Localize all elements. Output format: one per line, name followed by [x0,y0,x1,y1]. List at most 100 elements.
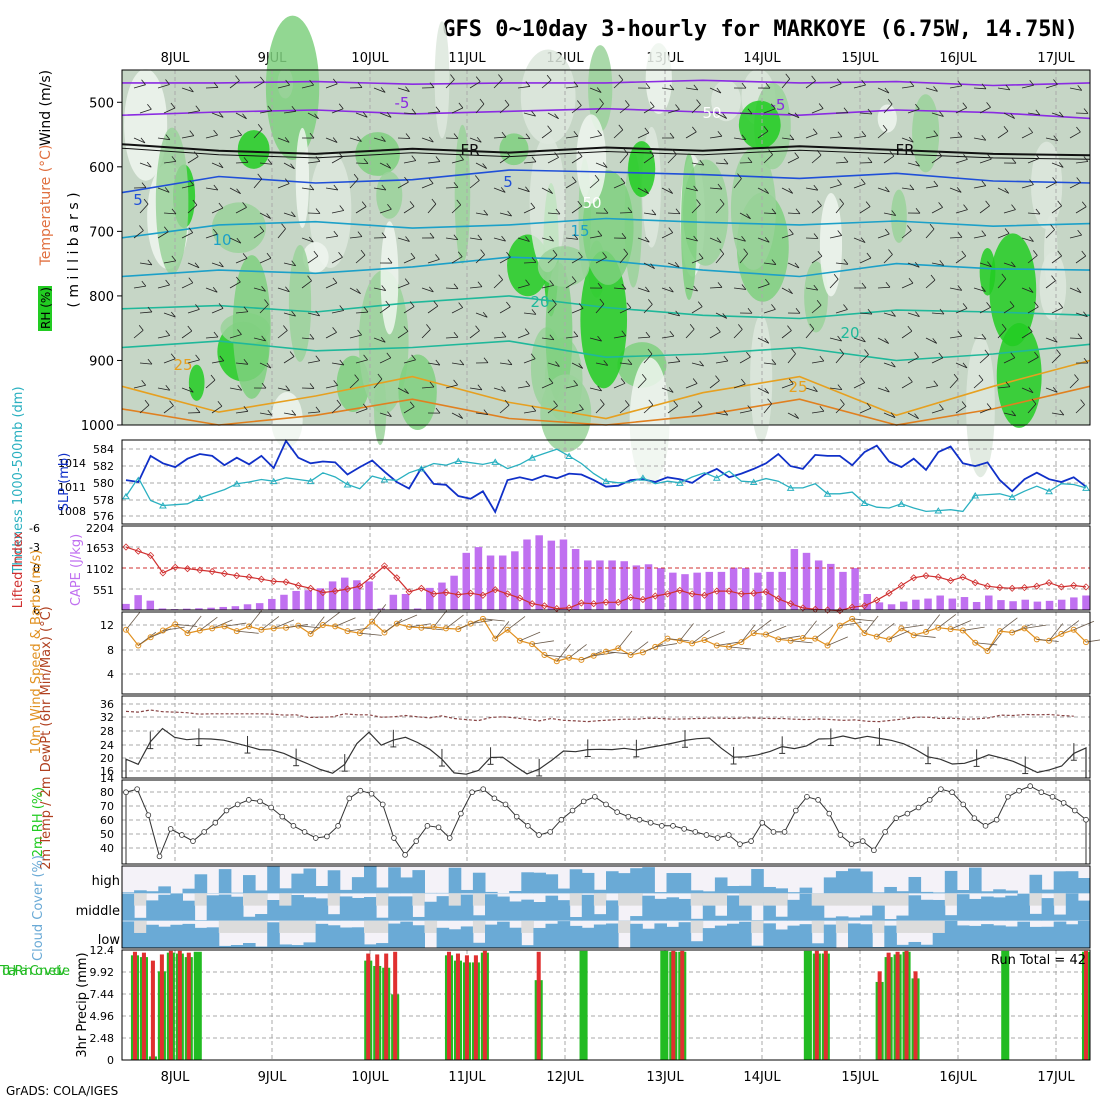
wind-barb-10m [433,609,448,628]
wind-speed-marker [947,626,954,633]
wind-barb-flag [405,86,410,92]
wind-barb-flag [599,98,604,104]
wind-barb [397,387,409,394]
wind-barb [373,337,386,343]
wind-barb-flag [675,310,680,317]
wind-barb-10m [236,630,259,634]
wind-barb-flag [146,161,152,168]
wind-speed-marker [935,624,942,631]
isotherm-line [121,217,1091,239]
wind-barb-flag [243,406,249,412]
wind-speed-marker [750,630,757,637]
wind-barb-flag [188,227,194,233]
wind-barb-flag [914,413,919,419]
cloud-cell [339,927,353,948]
wind-speed-marker [578,656,585,663]
cloud-cell [593,889,607,894]
cloud-cell [1065,893,1079,921]
rh-marker [603,801,609,808]
run-total-label: Run Total = 42 [991,953,1086,968]
precip-conv-bar [384,953,389,1060]
precip-conv-bar [132,951,137,1060]
wind-barb-flag [1083,156,1089,162]
wind-barb [883,254,893,264]
isotherm-line [121,256,1091,278]
wind-speed-marker [886,636,893,643]
wind-barb [493,136,506,139]
cape-bar [924,598,932,610]
wind-barb [421,386,434,389]
wind-barb [589,134,602,139]
wind-barb-flag [890,412,896,418]
date-tick-top: 11JUL [448,51,486,66]
wind-barb-flag [767,398,772,404]
wind-barb [829,235,842,239]
wind-barb [523,112,536,117]
cloud-cell [993,897,1006,921]
wind-barb-flag [771,359,777,365]
chart-title: GFS 0~10day 3-hourly for MARKOYE (6.75W,… [442,17,1078,42]
wind-barb [211,112,224,118]
wind-barb-flag [697,401,703,407]
wind-barb-flag [741,134,747,141]
wind-barb-10m [1061,620,1080,635]
wind-barb-flag [794,112,800,119]
wind-barb-flag [1034,351,1039,358]
wind-barb-flag [1050,224,1055,230]
wind-barb-flag [164,187,170,193]
wind-barb [691,204,701,214]
wind-barb [955,362,968,369]
li-marker [319,588,327,597]
wind-barb [475,103,485,114]
li-marker [651,592,659,600]
wind-barb-flag [641,374,647,380]
wind-barb-10m [938,614,957,629]
wind-barb-flag [861,79,866,86]
rh-contour-blob [576,114,607,204]
wind-barb-flag [363,306,369,313]
wind-barb [667,262,680,268]
wind-barb-flag [1011,157,1017,164]
cloud-cell [194,927,208,948]
wind-barb-flag [525,186,530,192]
thickness-marker [417,465,426,472]
axis-label: 3hr Precip (mm) [75,952,90,1057]
wind-barb-10m [211,619,233,629]
wind-barb [757,130,769,139]
wind-barb [475,412,488,416]
cloud-cell [908,941,922,948]
cloud-cell [956,890,970,894]
wind-barb-flag [435,407,441,414]
wind-barb-flag [788,378,794,385]
rh-marker [413,838,420,844]
wind-barb-flag [171,156,177,162]
wind-barb-flag [618,74,624,81]
cloud-gap [896,893,909,906]
wind-barb [931,112,944,117]
wind-barb [325,187,338,191]
axis-label: Wind (m/s) [38,70,54,146]
wind-barb-flag [957,131,963,138]
wind-barb [373,287,386,291]
wind-barb [973,235,986,239]
wind-barb-flag [1083,311,1088,317]
li-marker [233,572,241,580]
wind-speed-marker [873,633,880,640]
wind-barb-flag [187,325,193,332]
cloud-cell [327,914,341,921]
wind-barb [259,362,272,369]
wind-barb [835,309,848,314]
li-marker [417,584,425,592]
cloud-cell [412,925,425,948]
wind-barb-flag [1029,179,1034,185]
wind-barb [523,261,537,264]
wind-barb [907,412,919,420]
wind-barb-10m [544,654,567,658]
date-tick-top: 10JUL [351,51,389,66]
wind-barb-flag [644,188,649,194]
wind-speed-marker [996,628,1003,635]
wind-barb-flag [411,108,417,115]
pressure-tick-label: 600 [89,161,114,176]
